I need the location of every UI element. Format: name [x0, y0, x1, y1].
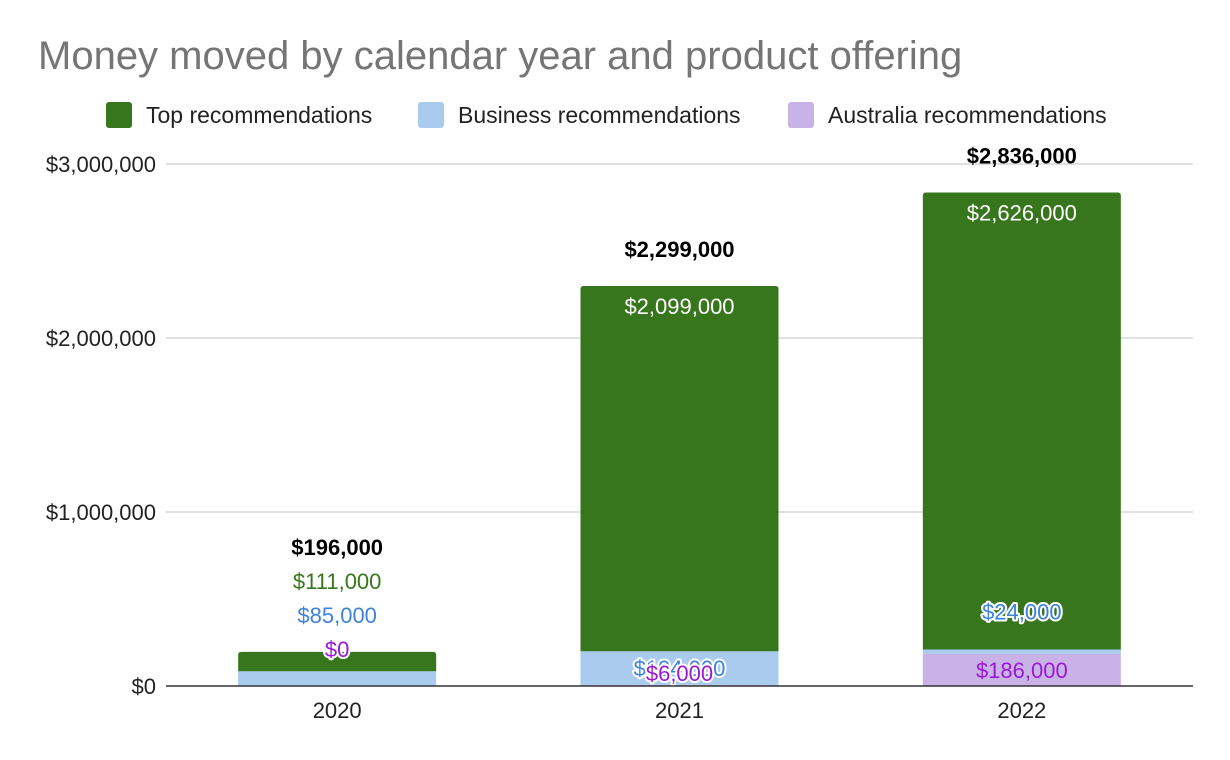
data-label-top: $2,626,000	[967, 201, 1077, 226]
bar-segment-top	[580, 285, 779, 652]
data-label-top: $2,099,000	[624, 294, 734, 319]
y-tick-label: $3,000,000	[46, 152, 156, 177]
bar-segment-business	[238, 671, 437, 686]
legend: Top recommendations Business recommendat…	[0, 97, 1230, 133]
legend-item-top-recommendations: Top recommendations	[106, 97, 372, 133]
x-tick-label: 2022	[997, 698, 1046, 723]
y-tick-label: $0	[132, 674, 156, 699]
bar-segment-australia	[922, 653, 1121, 686]
legend-item-business-recommendations: Business recommendations	[418, 97, 741, 133]
chart-title: Money moved by calendar year and product…	[38, 34, 963, 78]
total-label: $2,299,000	[624, 237, 734, 262]
total-label: $196,000	[291, 535, 383, 560]
legend-swatch-top	[106, 102, 132, 128]
data-label-australia: $0	[325, 637, 349, 662]
legend-label-australia: Australia recommendations	[828, 101, 1107, 128]
x-tick-label: 2021	[655, 698, 704, 723]
legend-swatch-australia	[788, 102, 814, 128]
legend-item-australia-recommendations: Australia recommendations	[788, 97, 1107, 133]
total-label: $2,836,000	[967, 144, 1077, 169]
bar-segment-top	[238, 651, 437, 672]
legend-swatch-business	[418, 102, 444, 128]
y-tick-label: $2,000,000	[46, 326, 156, 351]
data-label-business: $24,000	[982, 599, 1062, 624]
x-tick-label: 2020	[313, 698, 362, 723]
bar-segment-top	[922, 192, 1121, 650]
data-label-business: $85,000	[297, 603, 377, 628]
legend-label-top: Top recommendations	[146, 101, 373, 128]
data-label-australia: $6,000	[646, 661, 713, 686]
data-label-australia: $186,000	[976, 658, 1068, 683]
bar-segment-business	[580, 651, 779, 685]
bar-segment-business	[922, 649, 1121, 654]
legend-label-business: Business recommendations	[458, 101, 741, 128]
y-tick-label: $1,000,000	[46, 500, 156, 525]
data-label-top: $111,000	[293, 569, 382, 594]
data-label-business: $194,000	[634, 656, 726, 681]
